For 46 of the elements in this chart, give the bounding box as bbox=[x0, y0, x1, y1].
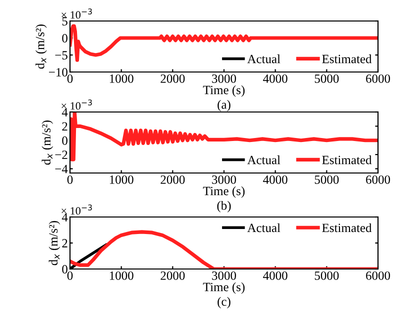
x-tick-label: 3000 bbox=[212, 74, 236, 83]
text: (c) bbox=[218, 297, 230, 308]
x-tick-label: 2000 bbox=[160, 271, 185, 280]
x-tick-label: 3000 bbox=[212, 175, 236, 184]
y-tick-label: −5 bbox=[55, 51, 68, 60]
x-tick-label: 6000 bbox=[366, 271, 390, 280]
y-tick-label: 0 bbox=[62, 34, 68, 42]
y-tick-label: 0 bbox=[62, 136, 68, 145]
legend-label: Estimated bbox=[322, 54, 372, 64]
legend-label: Actual bbox=[247, 223, 280, 232]
x-tick-label: 5000 bbox=[314, 74, 339, 83]
y-tick-label: 5 bbox=[62, 17, 68, 26]
series-label: Estimated bbox=[322, 155, 372, 164]
y-tick-label: −4 bbox=[55, 164, 68, 174]
y-tick-label: −10 bbox=[48, 68, 68, 76]
x-tick-label: 4000 bbox=[263, 175, 288, 184]
legend-label: Actual bbox=[247, 155, 280, 164]
x-tick-label: 2000 bbox=[160, 74, 185, 83]
x-tick-label: 1000 bbox=[110, 74, 134, 83]
x-tick-label: 6000 bbox=[366, 74, 390, 83]
x-tick-label: 1000 bbox=[110, 175, 134, 184]
line-series bbox=[70, 24, 378, 62]
x-tick-label: 6000 bbox=[366, 175, 390, 184]
x-tick-label: 5000 bbox=[314, 271, 339, 280]
x-tick-label: 5000 bbox=[314, 175, 339, 184]
y-tick-label: 2 bbox=[62, 239, 68, 248]
y-axis-title: d$_{x}$ (m/s²) bbox=[42, 120, 54, 165]
x-axis-title: Time (s) bbox=[203, 282, 245, 294]
y-tick-label: −2 bbox=[55, 150, 68, 159]
y-tick-label: 2 bbox=[62, 122, 68, 131]
y-tick-label: 0 bbox=[62, 265, 68, 274]
text: (b) bbox=[217, 201, 231, 212]
legend-label: Estimated bbox=[322, 223, 372, 232]
x-tick-label: 4000 bbox=[263, 74, 288, 83]
x-tick-label: 1000 bbox=[110, 271, 134, 280]
x-tick-label: 4000 bbox=[263, 271, 288, 280]
x-axis-title: Time (s) bbox=[203, 85, 245, 97]
y-axis-title: d$_{x}$ (m/s²) bbox=[35, 24, 47, 69]
x-tick-label: 3000 bbox=[212, 271, 236, 280]
text: (a) bbox=[218, 100, 230, 112]
y-tick-label: 4 bbox=[62, 108, 68, 116]
x-axis-title: Time (s) bbox=[203, 186, 245, 198]
y-axis-title: d$_{x}$ (m/s²) bbox=[48, 221, 60, 266]
y-tick-label: 4 bbox=[62, 213, 68, 222]
x-tick-label: 2000 bbox=[160, 175, 185, 184]
legend-label: Actual bbox=[247, 54, 280, 64]
